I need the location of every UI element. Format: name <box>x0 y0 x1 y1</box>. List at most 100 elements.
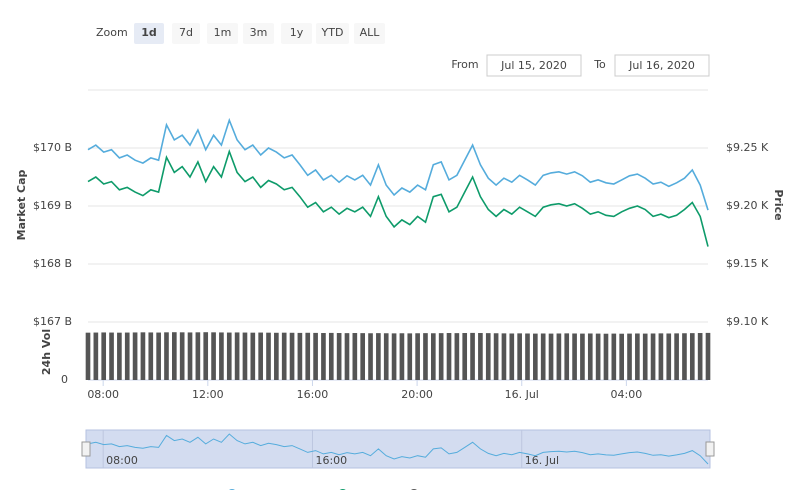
volume-bar <box>187 332 193 380</box>
volume-bar <box>548 333 554 380</box>
volume-bar <box>336 333 342 380</box>
volume-bar <box>525 333 530 380</box>
volume-bar <box>274 332 279 380</box>
volume-bar <box>242 332 248 380</box>
volume-bar <box>321 333 326 380</box>
volume-bar <box>666 333 672 380</box>
from-input[interactable] <box>486 54 582 77</box>
volume-bar <box>124 332 130 380</box>
x-tick-label: 08:00 <box>87 388 119 401</box>
zoom-button[interactable] <box>243 23 274 44</box>
zoom-button[interactable] <box>281 23 312 44</box>
y-tick-label: $170 B <box>33 141 72 154</box>
volume-bar <box>540 333 546 380</box>
volume-bar <box>140 332 146 380</box>
volume-bar <box>650 333 656 380</box>
zoom-button[interactable] <box>354 23 385 44</box>
series-line <box>87 117 709 211</box>
to-date: Jul 16, 2020 <box>628 59 695 72</box>
y2-tick-label: $9.20 K <box>726 199 769 212</box>
volume-bar <box>454 333 460 380</box>
volume-bar <box>313 332 318 380</box>
volume-bar <box>415 333 420 380</box>
volume-bar <box>399 333 405 380</box>
y3-axis-title: 24h Vol <box>40 329 53 375</box>
legend-item[interactable]: Market Cap <box>240 488 311 490</box>
volume-bar <box>619 333 624 380</box>
zoom-button[interactable] <box>172 23 200 44</box>
volume-bar <box>219 332 224 380</box>
volume-bar <box>203 332 209 380</box>
volume-bar <box>289 332 295 380</box>
zoom-button-label: YTD <box>321 26 344 39</box>
volume-bar <box>595 333 601 380</box>
volume-bar <box>195 332 201 380</box>
navigator-bg <box>85 429 711 469</box>
volume-bar <box>352 333 358 380</box>
legend-item[interactable]: 24h Vol <box>422 488 468 490</box>
volume-bar <box>117 332 122 380</box>
y2-tick-label: $9.10 K <box>726 315 769 328</box>
volume-bar <box>478 333 483 380</box>
volume-bar <box>470 332 475 380</box>
volume-bar <box>368 333 373 380</box>
volume-bar <box>234 332 240 380</box>
volume-bar <box>627 333 632 380</box>
from-label: From <box>451 58 478 71</box>
volume-bar <box>611 333 617 380</box>
y2-tick-label: $9.25 K <box>726 141 769 154</box>
volume-bar <box>101 332 107 380</box>
volume-bar <box>674 333 679 380</box>
volume-bar <box>407 333 413 380</box>
y-tick-label: $168 B <box>33 257 72 270</box>
volume-bar <box>438 333 444 380</box>
volume-bar <box>423 333 428 380</box>
zoom-button-label: 1m <box>214 26 232 39</box>
navigator-label: 08:00 <box>106 454 138 467</box>
volume-bar <box>148 332 154 380</box>
volume-bar <box>297 332 303 380</box>
navigator-label: 16. Jul <box>525 454 559 467</box>
volume-bar <box>376 333 381 380</box>
zoom-label: Zoom <box>96 26 128 39</box>
navigator-label: 16:00 <box>315 454 347 467</box>
volume-bar <box>266 332 271 380</box>
from-date: Jul 15, 2020 <box>500 59 567 72</box>
volume-bar <box>305 332 311 380</box>
volume-bar <box>517 333 522 380</box>
legend-item[interactable]: Price <box>351 488 382 490</box>
volume-bar <box>281 332 287 380</box>
y-axis-title: Market Cap <box>15 170 28 241</box>
volume-bar <box>501 333 507 380</box>
zoom-button-label: ALL <box>360 26 381 39</box>
to-input[interactable] <box>614 54 710 77</box>
volume-bar <box>446 333 452 380</box>
zoom-button[interactable] <box>316 23 349 44</box>
volume-bar <box>658 333 664 380</box>
zoom-button-label: 7d <box>179 26 193 39</box>
zoom-button[interactable] <box>207 23 238 44</box>
volume-bar <box>705 332 711 380</box>
volume-bar <box>226 332 232 380</box>
navigator-line <box>87 433 709 465</box>
volume-bar <box>697 333 703 380</box>
volume-bar <box>493 333 499 380</box>
y-tick-label: $169 B <box>33 199 72 212</box>
to-label: To <box>593 58 606 71</box>
y2-axis-title: Price <box>772 189 785 220</box>
y-tick-label: $167 B <box>33 315 72 328</box>
volume-bar <box>383 333 389 380</box>
navigator-handle[interactable] <box>705 441 715 457</box>
zoom-button-label: 3m <box>250 26 268 39</box>
x-tick-label: 04:00 <box>611 388 643 401</box>
volume-bar <box>156 332 161 380</box>
volume-bar <box>509 333 515 380</box>
x-tick-label: 16:00 <box>297 388 329 401</box>
volume-bar <box>580 333 585 380</box>
y2-tick-label: $9.15 K <box>726 257 769 270</box>
x-tick-label: 12:00 <box>192 388 224 401</box>
volume-bar <box>572 333 577 380</box>
navigator-handle[interactable] <box>81 441 91 457</box>
zoom-button[interactable] <box>134 23 164 44</box>
